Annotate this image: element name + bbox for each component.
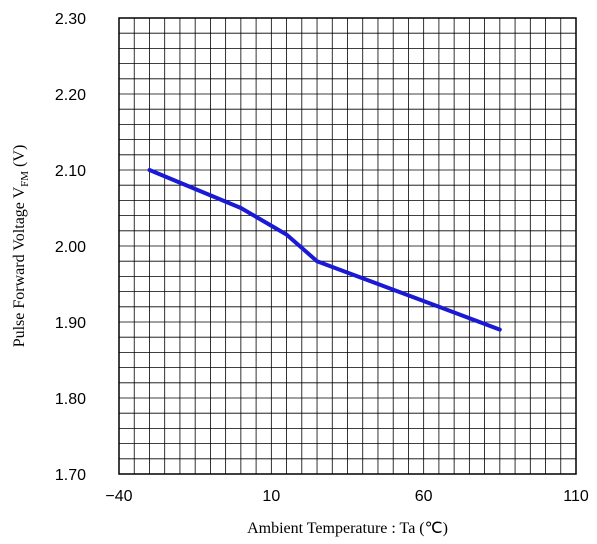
y-tick-labels: 1.70 1.80 1.90 2.00 2.10 2.20 2.30 (55, 11, 86, 484)
y-axis-label-main: Pulse Forward Voltage V (11, 186, 28, 347)
x-axis-label: Ambient Temperature : Ta (℃) (247, 520, 448, 537)
y-axis-label: Pulse Forward Voltage VFM (V) (11, 145, 31, 348)
x-tick-label: −40 (105, 488, 132, 505)
y-tick-label: 2.00 (55, 239, 86, 256)
y-tick-label: 1.70 (55, 467, 86, 484)
series-line (147, 168, 502, 332)
plot-frame (118, 17, 577, 475)
y-tick-label: 2.10 (55, 163, 86, 180)
y-tick-label: 1.80 (55, 391, 86, 408)
y-tick-label: 2.20 (55, 87, 86, 104)
y-tick-label: 2.30 (55, 11, 86, 28)
x-tick-labels: −40 10 60 110 (105, 488, 588, 505)
series-layer (147, 168, 502, 332)
x-tick-label: 60 (415, 488, 433, 505)
y-tick-label: 1.90 (55, 315, 86, 332)
grid (119, 18, 576, 474)
x-tick-label: 110 (563, 488, 589, 505)
y-axis-label-unit: (V) (11, 145, 28, 171)
y-axis-label-subscript: FM (19, 171, 31, 187)
x-tick-label: 10 (262, 488, 280, 505)
